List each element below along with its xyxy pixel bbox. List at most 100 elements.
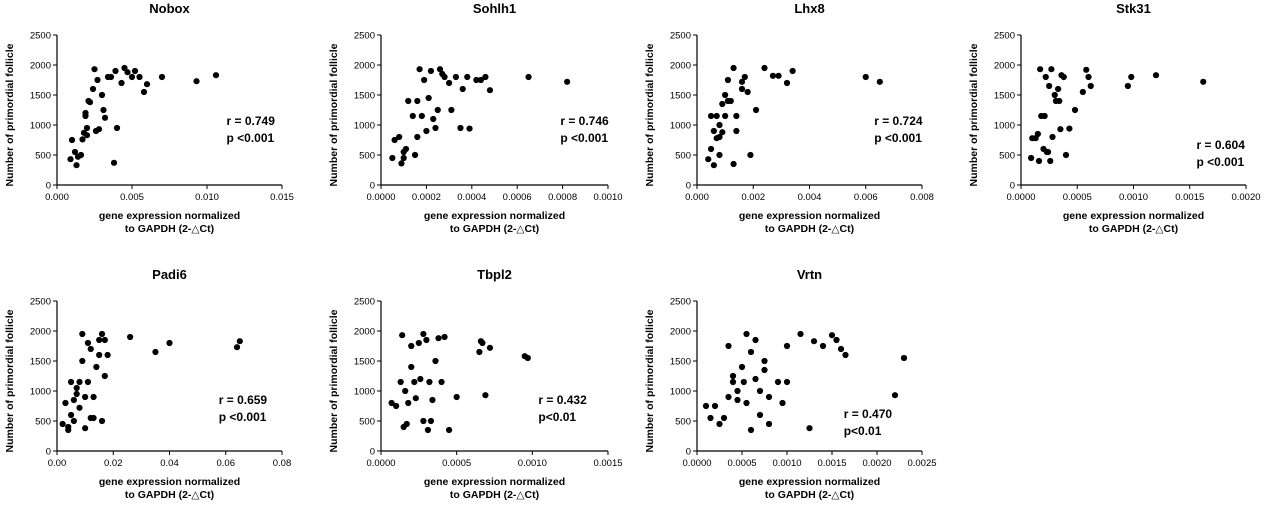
y-tick-label: 2000 <box>30 327 51 338</box>
data-point <box>1049 133 1056 141</box>
data-point <box>733 112 740 120</box>
data-point <box>765 420 773 428</box>
data-point <box>73 162 80 169</box>
scatter-panel-tbpl2: Tbpl2 0 500 1000 1500 2000 2500 0.0000 0.0005 0.0… <box>328 267 623 501</box>
data-point <box>1124 82 1131 90</box>
data-point <box>136 73 143 81</box>
data-point <box>405 97 412 105</box>
data-point <box>797 330 804 338</box>
x-tick-label: 0.008 <box>910 192 934 203</box>
data-point <box>710 127 717 135</box>
data-point <box>738 78 746 85</box>
x-tick-label: 0.004 <box>798 192 822 203</box>
data-point <box>713 112 720 120</box>
data-point <box>900 354 908 362</box>
data-point <box>70 396 77 404</box>
data-point <box>429 396 436 404</box>
scatter-panel-nobox: Nobox 0 500 1000 1500 2000 2500 0.000 0.005 0.010… <box>4 1 294 235</box>
data-point <box>233 344 241 351</box>
p-value: p <0.001 <box>1197 155 1245 169</box>
panel-title: Stk31 <box>1116 1 1151 16</box>
x-tick-label: 0.0006 <box>503 192 532 203</box>
data-point <box>486 87 494 94</box>
data-point <box>414 97 421 105</box>
x-axis-label-line2: to GAPDH (2-△Ct) <box>125 489 214 501</box>
data-point <box>891 392 899 399</box>
data-point <box>730 64 737 72</box>
data-point <box>738 363 746 371</box>
data-point <box>1048 66 1055 73</box>
panel-title: Nobox <box>149 1 190 16</box>
data-point <box>734 387 741 395</box>
data-point <box>414 133 421 141</box>
x-tick-label: 0.000 <box>45 192 69 203</box>
data-point <box>68 136 76 144</box>
y-axis-label: Number of primordial follicle <box>328 309 340 452</box>
data-point <box>1037 66 1044 73</box>
data-point <box>416 66 423 73</box>
data-point <box>525 73 532 81</box>
correlation-r: r = 0.470 <box>844 407 893 421</box>
y-tick-label: 2500 <box>30 31 51 42</box>
data-point <box>1200 78 1207 85</box>
panel-title: Lhx8 <box>794 1 824 16</box>
data-point <box>707 414 714 422</box>
data-point <box>459 85 466 93</box>
data-point <box>719 129 726 136</box>
y-tick-label: 0 <box>1010 181 1015 192</box>
data-point <box>1152 72 1160 79</box>
data-point <box>143 81 151 88</box>
data-point <box>128 73 136 81</box>
data-point <box>236 338 243 345</box>
data-point <box>482 73 489 81</box>
x-axis-label-line2: to GAPDH (2-△Ct) <box>765 489 854 501</box>
data-point <box>424 426 432 434</box>
data-point <box>446 79 453 87</box>
data-point <box>1035 157 1043 165</box>
data-point <box>127 333 134 341</box>
data-point <box>59 420 66 428</box>
x-tick-label: 0.010 <box>195 192 219 203</box>
data-point <box>756 411 764 419</box>
data-point <box>747 426 755 434</box>
data-point <box>1028 154 1035 162</box>
data-point <box>716 420 723 428</box>
x-tick-label: 0.0002 <box>412 192 441 203</box>
data-point <box>79 357 86 365</box>
y-tick-label: 1000 <box>354 387 375 398</box>
x-tick-label: 0.06 <box>217 458 236 469</box>
data-point <box>76 378 83 386</box>
data-point <box>719 100 726 108</box>
data-point <box>107 73 115 81</box>
data-point <box>828 332 836 339</box>
data-point <box>761 64 768 72</box>
data-point <box>140 88 148 96</box>
data-point <box>1044 148 1052 156</box>
y-tick-label: 2500 <box>670 297 691 308</box>
data-point <box>476 348 483 356</box>
data-point <box>408 363 415 371</box>
x-axis-label-line1: gene expression normalized <box>424 210 565 222</box>
scatter-panel-lhx8: Lhx8 0 500 1000 1500 2000 2500 0.000 0.002 0.004 0… <box>644 1 934 235</box>
data-point <box>393 402 400 410</box>
data-point <box>711 402 719 410</box>
x-tick-label: 0.0004 <box>457 192 486 203</box>
y-axis-label: Number of primordial follicle <box>4 43 16 186</box>
data-point <box>399 332 406 339</box>
data-point <box>398 160 405 167</box>
data-point <box>402 145 410 153</box>
y-tick-label: 2000 <box>354 327 375 338</box>
data-point <box>90 414 97 422</box>
y-tick-label: 500 <box>359 151 375 162</box>
correlation-r: r = 0.749 <box>227 114 276 128</box>
data-point <box>82 425 89 432</box>
x-axis-label-line1: gene expression normalized <box>99 210 240 222</box>
p-value: p <0.001 <box>227 131 275 145</box>
data-point <box>453 393 460 401</box>
y-axis-label: Number of primordial follicle <box>4 309 16 452</box>
data-point <box>71 148 79 156</box>
y-tick-label: 1000 <box>670 387 691 398</box>
data-point <box>752 106 760 114</box>
data-point <box>789 67 796 75</box>
